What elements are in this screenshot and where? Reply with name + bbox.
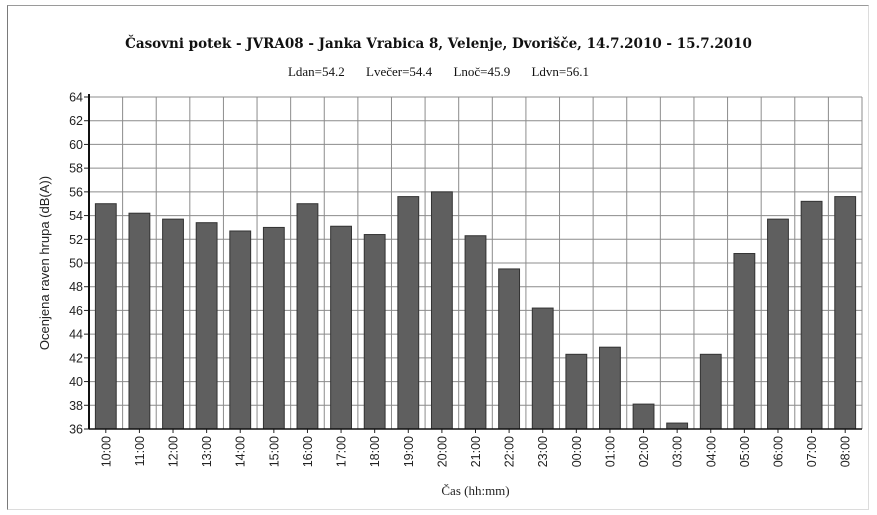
bar-1500	[262, 226, 285, 430]
bar-0100	[599, 346, 621, 430]
x-axis-label: Čas (hh:mm)	[441, 483, 509, 498]
bar-2200	[498, 268, 521, 430]
y-tick-label: 64	[69, 91, 83, 105]
x-tick-label: 08:00	[839, 436, 853, 467]
bar-1800	[363, 234, 386, 430]
bar-1200	[162, 218, 184, 430]
x-tick-label: 02:00	[637, 436, 651, 467]
bar-0700	[800, 200, 823, 430]
x-tick-label: 19:00	[402, 436, 416, 467]
x-tick-label: 01:00	[603, 436, 617, 467]
y-tick-label: 60	[69, 138, 83, 152]
x-tick-label: 06:00	[771, 436, 785, 467]
bar-1000	[94, 203, 117, 430]
chart-stats: Ldan=54.2 Lvečer=54.4 Lnoč=45.9 Ldvn=56.…	[0, 64, 877, 80]
y-tick-label: 54	[69, 209, 83, 223]
x-tick-label: 04:00	[704, 436, 718, 467]
bar-0300	[666, 422, 689, 430]
bar-2300	[531, 307, 554, 430]
x-tick-label: 11:00	[133, 436, 147, 466]
y-tick-label: 36	[69, 423, 83, 437]
bar-0200	[632, 403, 655, 430]
x-tick-label: 16:00	[301, 436, 315, 467]
bar-1300	[195, 222, 218, 430]
axes: 36 38 40 42 44 46 48 50 52 54 56 58 60 62 64 10:00 11:00…	[69, 91, 862, 467]
bar-0500	[733, 253, 756, 430]
x-tick-label: 03:00	[671, 436, 685, 467]
y-tick-label: 58	[69, 162, 83, 176]
y-axis-label: Ocenjena raven hrupa (dB(A))	[37, 176, 52, 350]
x-tick-label: 21:00	[469, 436, 483, 467]
x-tick-label: 22:00	[503, 436, 517, 467]
bar-0800	[834, 196, 857, 430]
x-tick-label: 20:00	[435, 436, 449, 467]
bar-1700	[330, 225, 352, 430]
bars	[94, 191, 857, 430]
bar-2000	[430, 191, 453, 430]
bar-0000	[565, 353, 588, 430]
bar-2100	[464, 235, 487, 430]
x-tick-label: 00:00	[570, 436, 584, 467]
y-tick-label: 46	[69, 304, 83, 318]
y-tick-label: 44	[69, 328, 83, 342]
x-tick-label: 07:00	[805, 436, 819, 467]
bar-1100	[128, 212, 151, 430]
y-tick-label: 56	[69, 185, 83, 199]
y-tick-label: 40	[69, 375, 83, 389]
y-tick-label: 38	[69, 399, 83, 413]
y-tick-label: 62	[69, 114, 83, 128]
x-tick-label: 05:00	[738, 436, 752, 467]
stat-ldvn: Ldvn=56.1	[531, 64, 590, 79]
bar-1400	[229, 230, 252, 430]
bar-1900	[397, 196, 420, 430]
x-tick-label: 17:00	[335, 436, 349, 467]
x-tick-label: 15:00	[267, 436, 281, 467]
y-tick-label: 50	[69, 257, 83, 271]
x-tick-label: 18:00	[368, 436, 382, 467]
x-tick-label: 23:00	[536, 436, 550, 467]
bar-0400	[699, 353, 722, 430]
chart-title: Časovni potek - JVRA08 - Janka Vrabica 8…	[125, 36, 752, 52]
bar-1600	[296, 203, 319, 430]
stat-lvecer: Lvečer=54.4	[366, 64, 433, 79]
y-tick-label: 48	[69, 280, 83, 294]
stat-ldan: Ldan=54.2	[287, 64, 345, 79]
y-tick-label: 42	[69, 351, 83, 365]
x-tick-label: 14:00	[234, 436, 248, 467]
y-tick-label: 52	[69, 233, 83, 247]
x-tick-label: 10:00	[99, 436, 113, 467]
x-tick-label: 12:00	[167, 436, 181, 467]
bar-0600	[767, 218, 789, 430]
x-tick-label: 13:00	[200, 436, 214, 467]
stat-lnoc: Lnoč=45.9	[453, 64, 511, 79]
